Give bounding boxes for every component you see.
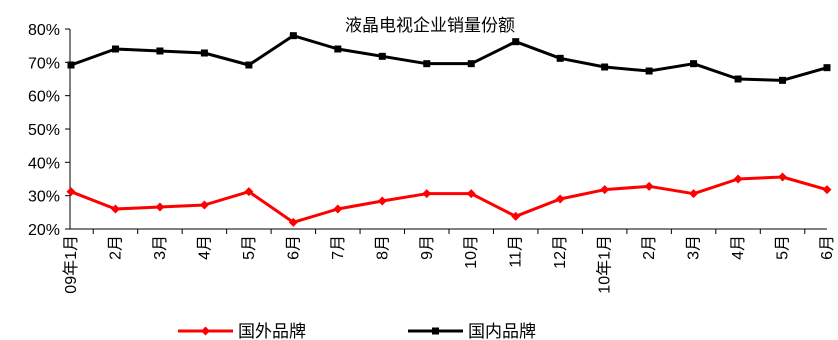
data-point [245,61,253,69]
x-tick-label: 2月 [641,235,658,260]
y-tick-label: 20% [28,222,60,239]
legend-label: 国外品牌 [238,322,306,340]
data-point [823,64,831,72]
x-tick-label: 6月 [285,235,302,260]
x-tick-label: 09年1月 [62,235,80,294]
data-point [244,187,254,197]
data-point [466,189,476,199]
legend-item: 国内品牌 [408,322,536,340]
data-point [645,67,653,75]
data-point [601,63,609,71]
data-point [66,187,76,197]
x-tick-label: 5月 [241,235,258,260]
data-point [778,172,788,182]
data-point [467,60,475,68]
data-point [689,189,699,199]
data-point [289,32,297,40]
x-tick-label: 12月 [552,235,569,269]
data-point [333,204,343,214]
data-point [67,61,75,69]
data-point [644,181,654,191]
y-tick-label: 30% [28,189,60,206]
x-tick-label: 8月 [374,235,391,260]
series-line [70,175,828,224]
y-tick-label: 40% [28,155,60,172]
data-point [334,45,342,53]
x-tick-label: 7月 [330,235,347,260]
x-tick-label: 9月 [419,235,436,260]
data-point [734,75,742,83]
x-tick-label: 10年1月 [596,235,614,294]
legend-item: 国外品牌 [178,322,306,340]
data-point [690,60,698,68]
legend-marker [432,327,439,335]
y-tick-label: 60% [28,89,60,106]
legend-marker [201,326,210,336]
data-point [288,217,298,227]
legend: 国外品牌 国内品牌 [178,322,536,340]
x-tick-label: 5月 [775,235,792,260]
y-tick-label: 80% [28,22,60,39]
data-point [556,54,564,62]
data-point [155,202,165,212]
series-domestic-brands [67,32,831,84]
x-tick-label: 3月 [152,235,169,260]
series-layer [66,32,832,227]
data-point [111,45,119,53]
x-tick-label: 11月 [508,235,525,268]
data-point [555,194,565,204]
series-line [70,34,828,82]
plot-area: 20% 30% 40% 50% 60% 70% 80% 09年1月 2月 3月 4月 5月 6月 7月 8… [28,22,836,294]
data-point [199,200,209,210]
data-point [110,204,120,214]
data-point [511,211,521,221]
chart-title: 液晶电视企业销量份额 [345,16,515,36]
data-point [200,49,208,57]
data-point [733,174,743,184]
data-point [512,38,520,46]
series-foreign-brands [66,172,832,227]
data-point [377,196,387,206]
x-tick-label: 4月 [730,235,747,260]
x-tick-label: 3月 [686,235,703,260]
x-tick-label: 10月 [463,235,480,269]
data-point [600,185,610,195]
data-point [422,189,432,199]
data-point [822,185,832,195]
data-point [423,60,431,68]
data-point [779,76,787,84]
y-axis-ticks: 20% 30% 40% 50% 60% 70% 80% [28,22,70,239]
legend-label: 国内品牌 [468,322,536,340]
data-point [378,52,386,60]
y-tick-label: 70% [28,55,60,72]
x-tick-label: 2月 [107,235,124,260]
x-tick-label: 6月 [819,235,836,260]
y-tick-label: 50% [28,122,60,139]
data-point [156,47,164,55]
x-tick-label: 4月 [196,235,213,260]
x-axis-ticks: 09年1月 2月 3月 4月 5月 6月 7月 8月 9月 10月 11月 12月 10年1月 2月 3月 4… [62,229,836,294]
